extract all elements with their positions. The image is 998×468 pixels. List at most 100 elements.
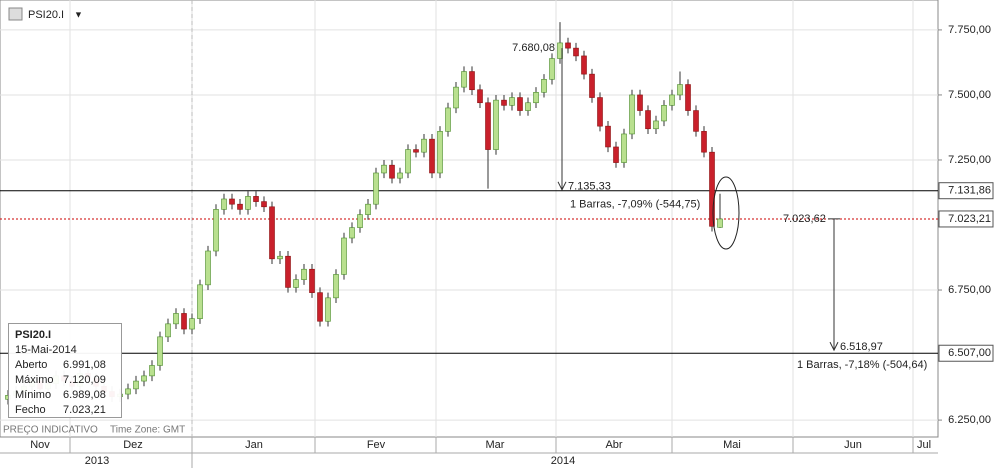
candle-body — [253, 196, 259, 202]
candle-body — [277, 255, 283, 260]
candle-body — [565, 42, 571, 49]
dropdown-arrow[interactable]: ▼ — [74, 9, 83, 19]
measure-note: 1 Barras, -7,18% (-504,64) — [797, 359, 927, 371]
candle-body — [677, 84, 683, 96]
candle-body — [429, 138, 435, 174]
y-tick-label: 6.750,00 — [948, 284, 991, 296]
year-label: 2014 — [551, 455, 575, 467]
candle-body — [525, 102, 531, 111]
price-label-box — [938, 182, 994, 200]
x-tick-label: Jul — [917, 439, 931, 451]
y-tick-label: 7.500,00 — [948, 89, 991, 101]
candle-body — [637, 94, 643, 111]
footer-text: PREÇO INDICATIVO — [3, 425, 98, 436]
price-label: 6.507,00 — [948, 347, 991, 359]
info-box: PSI20.I 15-Mai-2014 Aberto 6.991,08 Máxim… — [8, 323, 122, 418]
candle-body — [189, 318, 195, 330]
candle-body — [701, 131, 707, 153]
footer-text: Time Zone: GMT — [110, 425, 185, 436]
candle-body — [197, 284, 203, 319]
symbol-title: PSI20.I — [28, 9, 64, 21]
candle-body — [549, 58, 555, 80]
candle-body — [405, 149, 411, 174]
x-tick-label: Jun — [844, 439, 862, 451]
candle-body — [589, 73, 595, 98]
candle-body — [469, 71, 475, 91]
y-tick-label: 7.750,00 — [948, 24, 991, 36]
candle-body — [621, 133, 627, 163]
info-key: Fecho — [15, 403, 46, 416]
measure-from-label: 7.680,08 — [512, 42, 555, 54]
measure-arrowhead — [829, 341, 839, 352]
info-value: 6.989,08 — [63, 388, 106, 401]
candle-body — [293, 279, 299, 288]
candle-body — [501, 99, 507, 106]
info-row: Fecho 7.023,21 — [15, 402, 115, 417]
candle-body — [205, 250, 211, 286]
candle-body — [693, 110, 699, 132]
x-tick-label: Nov — [30, 439, 50, 451]
measure-arrowhead — [557, 181, 567, 191]
candle-body — [517, 97, 523, 111]
year-label: 2013 — [85, 455, 109, 467]
measure-to-label: 6.518,97 — [840, 341, 883, 353]
candle-body — [445, 107, 451, 132]
x-tick-label: Dez — [123, 439, 143, 451]
candle-body — [285, 255, 291, 288]
measure-from-label: 7.023,62 — [783, 213, 826, 225]
info-value: 6.991,08 — [63, 358, 106, 371]
candle-body — [213, 209, 219, 252]
candle-body — [653, 120, 659, 130]
candle-body — [237, 203, 243, 210]
x-tick-label: Jan — [245, 439, 263, 451]
info-value: 7.023,21 — [63, 403, 106, 416]
candle-body — [157, 336, 163, 366]
candle-body — [717, 218, 723, 228]
candle-body — [453, 86, 459, 109]
highlight-ellipse — [712, 176, 740, 250]
candle-body — [341, 237, 347, 275]
candle-body — [373, 172, 379, 205]
candle-body — [365, 203, 371, 215]
price-label-box — [938, 344, 994, 362]
candle-body — [613, 146, 619, 163]
candle-body — [173, 313, 179, 325]
price-label: 7.023,21 — [948, 213, 991, 225]
candle-body — [397, 172, 403, 179]
candle-body — [709, 151, 715, 227]
candle-body — [149, 365, 155, 377]
x-tick-label: Mai — [723, 439, 741, 451]
candle-body — [309, 268, 315, 293]
candle-body — [669, 94, 675, 106]
candle-body — [389, 164, 395, 179]
y-tick-label: 7.250,00 — [948, 154, 991, 166]
candle-body — [645, 110, 651, 130]
candle-body — [597, 97, 603, 127]
info-key: Aberto — [15, 358, 48, 371]
info-row: Máximo 7.120,09 — [15, 372, 115, 387]
candle-body — [325, 297, 331, 322]
candle-body — [133, 380, 139, 390]
candle-body — [493, 99, 499, 150]
candle-body — [381, 164, 387, 174]
x-tick-label: Mar — [486, 439, 505, 451]
measure-note: 1 Barras, -7,09% (-544,75) — [570, 199, 700, 211]
candle-body — [485, 102, 491, 150]
info-date: 15-Mai-2014 — [15, 343, 77, 356]
candle-body — [605, 125, 611, 148]
candle-body — [349, 227, 355, 239]
candle-body — [533, 92, 539, 104]
candle-body — [221, 198, 227, 210]
symbol-icon — [8, 7, 23, 21]
price-label: 7.131,86 — [948, 185, 991, 197]
x-tick-label: Fev — [367, 439, 386, 451]
candle-body — [245, 196, 251, 210]
candle-body — [181, 313, 187, 330]
candle-body — [141, 375, 147, 382]
candle-body — [421, 138, 427, 153]
candle-body — [229, 198, 235, 205]
candle-body — [573, 47, 579, 57]
info-value: 7.120,09 — [63, 373, 106, 386]
